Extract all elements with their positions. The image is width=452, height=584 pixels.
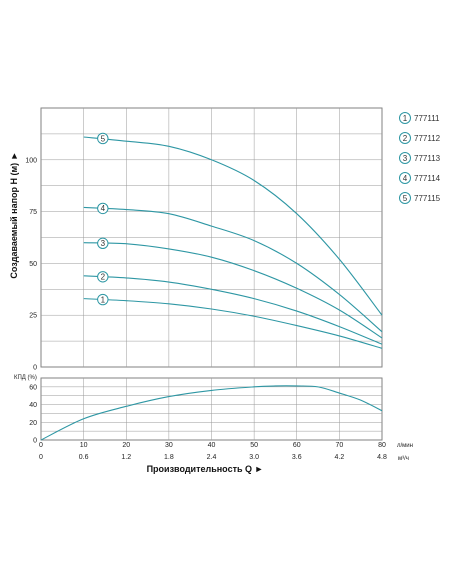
unit-m3h-label: м³/ч (398, 456, 409, 462)
series-marker-label-5: 5 (101, 134, 106, 143)
series-marker-4 (97, 202, 109, 215)
legend-marker-label: 4 (403, 174, 408, 183)
legend-marker-2 (399, 132, 411, 144)
head-curve-777113 (83, 242, 383, 339)
unit-lmin-label: л/мин (397, 443, 413, 449)
efficiency-y-tick-label: 0 (33, 438, 37, 445)
x-axis-title: Производительность Q ► (147, 464, 264, 474)
x-tick-label-lmin: 20 (122, 442, 130, 449)
x-tick-label-lmin: 50 (250, 442, 258, 449)
x-tick-label-lmin: 30 (165, 442, 173, 449)
head-y-tick-label: 100 (25, 157, 37, 164)
series-marker-1 (97, 293, 109, 306)
x-tick-label-m3h: 3.0 (249, 454, 259, 461)
head-curve-777112 (83, 275, 383, 345)
x-tick-label-m3h: 1.2 (121, 454, 131, 461)
head-curve-777111 (83, 298, 383, 349)
x-tick-label-lmin: 40 (208, 442, 216, 449)
legend-item-label: 777111 (414, 114, 440, 123)
efficiency-y-tick-label: 60 (29, 384, 37, 391)
x-tick-label-lmin: 10 (80, 442, 88, 449)
legend-marker-label: 3 (403, 154, 408, 163)
series-marker-5 (97, 132, 109, 145)
x-tick-label-lmin: 80 (378, 442, 386, 449)
head-plot-grid (40, 107, 383, 368)
x-tick-label-m3h: 4.8 (377, 454, 387, 461)
x-tick-label-m3h: 1.8 (164, 454, 174, 461)
head-y-tick-label: 25 (29, 313, 37, 320)
legend-item-label: 777114 (414, 174, 441, 183)
head-curve-777115 (83, 136, 383, 316)
efficiency-curve (40, 385, 383, 441)
x-tick-label-lmin: 60 (293, 442, 301, 449)
x-tick-label-m3h: 0 (39, 454, 43, 461)
series-marker-label-2: 2 (101, 273, 106, 282)
legend-marker-1 (399, 112, 411, 124)
x-tick-label-m3h: 0.6 (79, 454, 89, 461)
head-axis-title: Создаваемый напор H (м) ► (9, 151, 19, 278)
efficiency-curve-line (40, 385, 383, 441)
series-marker-label-3: 3 (101, 239, 106, 248)
legend-marker-label: 1 (403, 114, 408, 123)
legend: 1 777111 2 777112 3 777113 4 777114 5 777115 (399, 112, 441, 204)
head-curves: 1 2 3 4 5 (83, 132, 383, 349)
series-marker-label-4: 4 (101, 204, 106, 213)
legend-marker-label: 2 (403, 134, 408, 143)
series-marker-label-1: 1 (101, 295, 106, 304)
tick-labels: 0 25 50 75 100 0 20 40 60 0 10 20 30 40 50 60 70 80 0 0.6 1.… (25, 157, 387, 461)
legend-item-label: 777115 (414, 194, 441, 203)
legend-item-label: 777112 (414, 134, 441, 143)
efficiency-y-tick-label: 40 (29, 402, 37, 409)
efficiency-y-tick-label: 20 (29, 420, 37, 427)
legend-marker-4 (399, 172, 411, 184)
series-marker-3 (97, 237, 109, 250)
efficiency-axis-title: КПД (%) (14, 375, 37, 381)
x-tick-label-lmin: 0 (39, 442, 43, 449)
head-curve-777114 (83, 206, 383, 333)
x-tick-label-m3h: 3.6 (292, 454, 302, 461)
legend-marker-5 (399, 192, 411, 204)
x-tick-label-m3h: 2.4 (207, 454, 217, 461)
legend-marker-3 (399, 152, 411, 164)
x-tick-label-m3h: 4.2 (335, 454, 345, 461)
efficiency-plot-grid (40, 377, 383, 441)
head-y-tick-label: 75 (29, 209, 37, 216)
x-tick-label-lmin: 70 (335, 442, 343, 449)
head-y-tick-label: 0 (33, 365, 37, 372)
head-y-tick-label: 50 (29, 261, 37, 268)
legend-item-label: 777113 (414, 154, 441, 163)
series-marker-2 (97, 271, 109, 283)
legend-marker-label: 5 (403, 194, 408, 203)
